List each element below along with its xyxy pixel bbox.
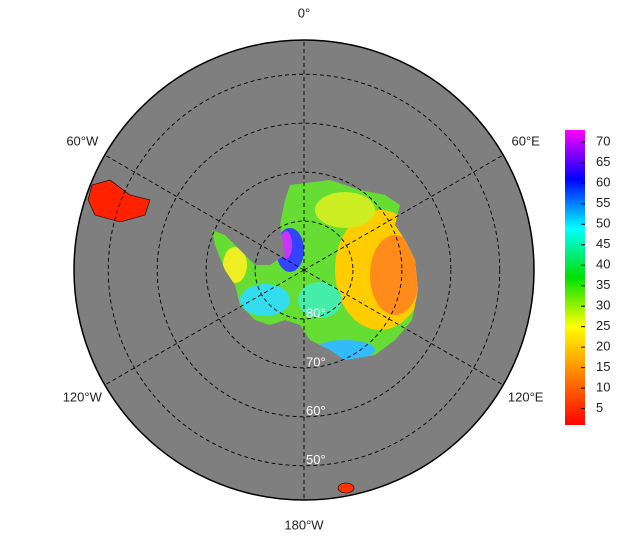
colorbar-tick-label: 5 — [596, 400, 603, 415]
colorbar-tick-label: 30 — [596, 298, 610, 313]
meridian — [104, 154, 305, 271]
colorbar-tick-label: 20 — [596, 339, 610, 354]
meridian-label: 180°W — [284, 517, 324, 532]
colorbar-tick-label: 25 — [596, 318, 610, 333]
parallel — [254, 220, 354, 320]
parallel-label: 50° — [306, 452, 326, 467]
meridian — [303, 154, 504, 271]
parallel-label: 80° — [306, 305, 326, 320]
colorbar-tick-label: 70 — [596, 134, 610, 149]
colorbar-tick-label: 60 — [596, 175, 610, 190]
colorbar: 5 10 15 20 25 30 35 40 45 50 55 60 65 70 — [565, 130, 610, 425]
colorbar-tick-label: 35 — [596, 277, 610, 292]
meridian — [303, 269, 504, 386]
parallel — [156, 122, 452, 418]
colorbar-tick-label: 15 — [596, 359, 610, 374]
island — [337, 482, 355, 494]
colorbar-scale — [565, 130, 585, 425]
meridian — [104, 269, 305, 386]
parallel-label: 70° — [306, 354, 326, 369]
meridian-label: 60°W — [66, 133, 99, 148]
meridian-label: 120°W — [63, 389, 103, 404]
meridian-label: 0° — [298, 5, 310, 20]
meridian-label: 120°E — [508, 389, 544, 404]
graticule: 80° 70° 60° 50° 0° 60°E 120°E 180°W 120°W 60°W — [63, 5, 544, 532]
colorbar-tick-label: 55 — [596, 195, 610, 210]
colorbar-tick-label: 45 — [596, 236, 610, 251]
colorbar-tick-label: 50 — [596, 216, 610, 231]
parallel — [107, 73, 501, 467]
parallel-label: 60° — [306, 403, 326, 418]
colorbar-tick-label: 65 — [596, 154, 610, 169]
south-america — [87, 179, 151, 223]
colorbar-tick-label: 40 — [596, 257, 610, 272]
parallel — [205, 171, 403, 369]
meridian-label: 60°E — [512, 133, 541, 148]
colorbar-tick-label: 10 — [596, 380, 610, 395]
